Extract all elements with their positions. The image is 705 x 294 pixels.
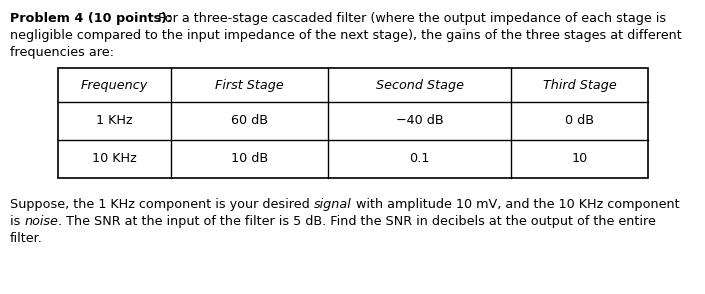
- Text: Third Stage: Third Stage: [543, 78, 616, 91]
- Text: Problem 4 (10 points):: Problem 4 (10 points):: [10, 12, 172, 25]
- Text: . The SNR at the input of the filter is 5 dB. Find the SNR in decibels at the ou: . The SNR at the input of the filter is …: [59, 215, 656, 228]
- Text: 10: 10: [571, 153, 588, 166]
- Text: is: is: [10, 215, 25, 228]
- Text: filter.: filter.: [10, 232, 43, 245]
- Text: Second Stage: Second Stage: [376, 78, 463, 91]
- Text: 1 KHz: 1 KHz: [96, 114, 133, 128]
- Text: Frequency: Frequency: [81, 78, 148, 91]
- Text: For a three-stage cascaded filter (where the output impedance of each stage is: For a three-stage cascaded filter (where…: [154, 12, 666, 25]
- Text: 10 dB: 10 dB: [231, 153, 268, 166]
- Text: First Stage: First Stage: [215, 78, 284, 91]
- Text: 0.1: 0.1: [410, 153, 429, 166]
- Text: noise: noise: [25, 215, 59, 228]
- Text: 60 dB: 60 dB: [231, 114, 268, 128]
- Text: signal: signal: [314, 198, 352, 211]
- Text: 10 KHz: 10 KHz: [92, 153, 137, 166]
- Text: negligible compared to the input impedance of the next stage), the gains of the : negligible compared to the input impedan…: [10, 29, 682, 42]
- Text: 0 dB: 0 dB: [565, 114, 594, 128]
- Text: Suppose, the 1 KHz component is your desired: Suppose, the 1 KHz component is your des…: [10, 198, 314, 211]
- Text: frequencies are:: frequencies are:: [10, 46, 114, 59]
- Text: with amplitude 10 mV, and the 10 KHz component: with amplitude 10 mV, and the 10 KHz com…: [352, 198, 679, 211]
- Text: −40 dB: −40 dB: [396, 114, 443, 128]
- Bar: [58, 68, 648, 178]
